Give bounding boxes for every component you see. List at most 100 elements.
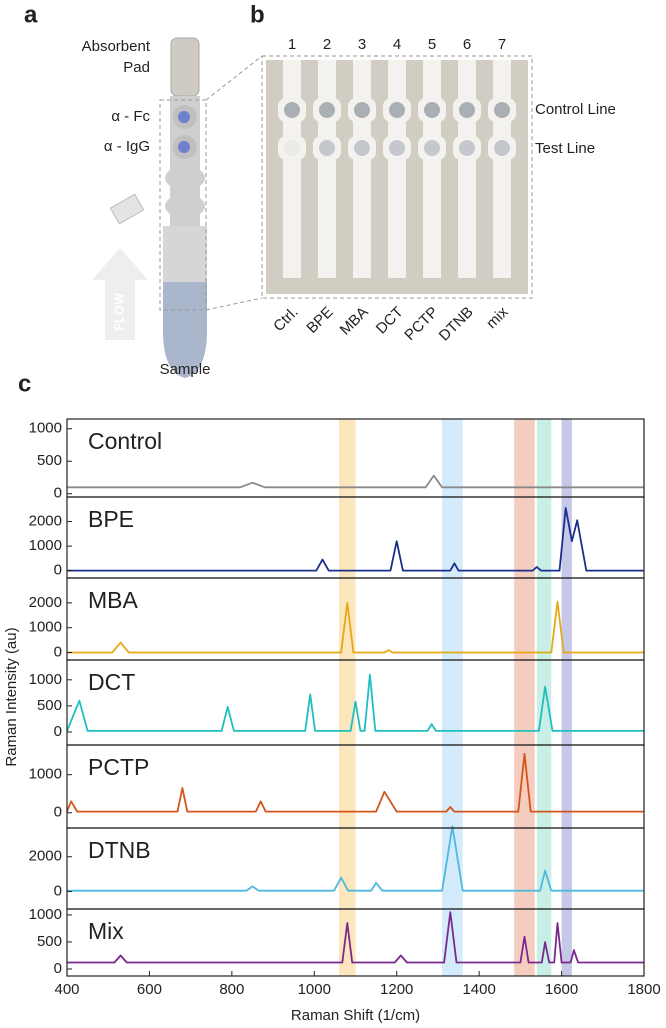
strip-lane bbox=[353, 60, 371, 278]
control-dot bbox=[459, 102, 475, 118]
lane-number: 2 bbox=[323, 36, 331, 53]
spectrum bbox=[66, 752, 644, 813]
control-dot bbox=[284, 102, 300, 118]
strip bbox=[165, 96, 205, 228]
spectrum bbox=[67, 600, 644, 654]
sample-liquid bbox=[163, 282, 207, 378]
zoom-line bbox=[205, 297, 263, 311]
test-dot bbox=[389, 140, 405, 156]
spectrum bbox=[67, 507, 644, 572]
spectrum-title: PCTP bbox=[88, 754, 149, 780]
strip-label: BPE bbox=[303, 304, 336, 337]
y-tick-label: 0 bbox=[54, 485, 62, 502]
control-dot bbox=[424, 102, 440, 118]
strip-lane bbox=[388, 60, 406, 278]
spectrum bbox=[67, 825, 644, 892]
y-tick-label: 500 bbox=[37, 697, 62, 714]
panel-letter: c bbox=[18, 370, 31, 397]
y-tick-label: 1000 bbox=[29, 420, 62, 437]
y-tick-label: 2000 bbox=[29, 848, 62, 865]
lane-number: 4 bbox=[393, 36, 401, 53]
y-tick-label: 1000 bbox=[29, 619, 62, 636]
test-dot bbox=[494, 140, 510, 156]
lane-number: 3 bbox=[358, 36, 366, 53]
strip-label: PCTP bbox=[401, 304, 441, 344]
lane-number: 6 bbox=[463, 36, 471, 53]
highlight-band bbox=[442, 419, 463, 976]
control-dot bbox=[494, 102, 510, 118]
test-dot bbox=[319, 140, 335, 156]
y-tick-label: 0 bbox=[54, 804, 62, 821]
lane-number: 7 bbox=[498, 36, 506, 53]
strip-lane bbox=[458, 60, 476, 278]
spectrum bbox=[66, 673, 644, 732]
fc-dot bbox=[178, 111, 190, 123]
spectrum-title: DTNB bbox=[88, 837, 151, 863]
igg-dot bbox=[178, 141, 190, 153]
strip-label: mix bbox=[483, 303, 512, 332]
highlight-band bbox=[339, 419, 356, 976]
panel-letter: b bbox=[250, 1, 265, 28]
pad-label: Pad bbox=[123, 59, 150, 76]
control-line-label: Control Line bbox=[535, 101, 616, 118]
test-dot bbox=[459, 140, 475, 156]
y-tick-label: 0 bbox=[54, 883, 62, 900]
test-dot bbox=[284, 140, 300, 156]
x-tick-label: 1600 bbox=[545, 981, 578, 998]
y-tick-label: 0 bbox=[54, 960, 62, 977]
lane-number: 1 bbox=[288, 36, 296, 53]
x-tick-label: 1200 bbox=[380, 981, 413, 998]
strip-label: MBA bbox=[337, 304, 372, 339]
test-dot bbox=[424, 140, 440, 156]
y-tick-label: 1000 bbox=[29, 766, 62, 783]
strip-lane bbox=[423, 60, 441, 278]
strip-lane bbox=[283, 60, 301, 278]
cap bbox=[109, 193, 145, 225]
spectrum-title: BPE bbox=[88, 506, 134, 532]
sample-label: Sample bbox=[160, 361, 211, 378]
igg-label: α - IgG bbox=[104, 138, 150, 155]
test-dot bbox=[354, 140, 370, 156]
flow-arrow bbox=[92, 248, 148, 340]
spectrum-title: MBA bbox=[88, 587, 139, 613]
spectrum-title: Mix bbox=[88, 918, 124, 944]
y-tick-label: 1000 bbox=[29, 906, 62, 923]
fc-label: α - Fc bbox=[111, 108, 150, 125]
highlight-band bbox=[561, 419, 572, 976]
test-line-label: Test Line bbox=[535, 140, 595, 157]
y-tick-label: 0 bbox=[54, 723, 62, 740]
absorbent-pad bbox=[170, 37, 200, 97]
strip-label: DTNB bbox=[436, 304, 477, 345]
strip-lane bbox=[493, 60, 511, 278]
strip-lane bbox=[318, 60, 336, 278]
x-tick-label: 1800 bbox=[627, 981, 660, 998]
y-tick-label: 1000 bbox=[29, 671, 62, 688]
y-tick-label: 0 bbox=[54, 562, 62, 579]
x-tick-label: 1000 bbox=[298, 981, 331, 998]
spectrum-title: Control bbox=[88, 428, 162, 454]
y-tick-label: 500 bbox=[37, 933, 62, 950]
x-tick-label: 1400 bbox=[462, 981, 495, 998]
pad-label: Absorbent bbox=[82, 38, 151, 55]
control-dot bbox=[319, 102, 335, 118]
y-tick-label: 1000 bbox=[29, 537, 62, 554]
x-tick-label: 400 bbox=[54, 981, 79, 998]
y-axis-label: Raman Intensity (au) bbox=[3, 627, 20, 766]
zoom-line bbox=[205, 55, 263, 101]
spectrum bbox=[67, 911, 644, 964]
x-tick-label: 800 bbox=[219, 981, 244, 998]
spectrum bbox=[67, 474, 644, 489]
x-axis-label: Raman Shift (1/cm) bbox=[291, 1007, 420, 1024]
flow-label: FLOW bbox=[111, 292, 126, 331]
y-tick-label: 2000 bbox=[29, 594, 62, 611]
x-tick-label: 600 bbox=[137, 981, 162, 998]
control-dot bbox=[389, 102, 405, 118]
y-tick-label: 500 bbox=[37, 452, 62, 469]
plot-frame bbox=[66, 908, 645, 977]
zoom-box bbox=[159, 99, 207, 311]
zoom-frame bbox=[261, 55, 533, 299]
y-tick-label: 0 bbox=[54, 644, 62, 661]
strip-label: Ctrl. bbox=[270, 304, 301, 335]
lane-number: 5 bbox=[428, 36, 436, 53]
